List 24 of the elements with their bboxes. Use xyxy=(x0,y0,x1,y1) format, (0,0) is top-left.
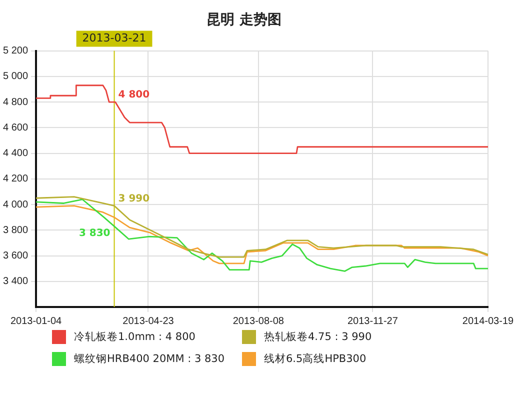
y-tick-label: 4 600 xyxy=(2,122,28,134)
annotation: 3 990 xyxy=(118,193,150,204)
x-tick-label: 2013-01-04 xyxy=(10,316,62,327)
y-tick-label: 5 000 xyxy=(2,71,28,82)
y-tick-label: 3 800 xyxy=(2,224,28,236)
annotation: 4 800 xyxy=(118,90,150,101)
y-tick-label: 4 200 xyxy=(2,174,28,185)
legend-label: 冷轧板卷1.0mm : 4 800 xyxy=(74,330,196,344)
x-tick-label: 2013-11-27 xyxy=(347,316,398,327)
legend-label: 线材6.5高线HPB300 xyxy=(264,352,366,366)
legend-label: 热轧板卷4.75 : 3 990 xyxy=(264,330,372,344)
ref-line-label: 2013-03-21 xyxy=(82,32,146,45)
legend-label: 螺纹钢HRB400 20MM : 3 830 xyxy=(74,352,225,366)
x-tick-label: 2013-04-23 xyxy=(122,316,174,327)
y-tick-label: 4 000 xyxy=(2,199,28,210)
y-tick-label: 4 800 xyxy=(2,96,28,108)
annotation: 3 830 xyxy=(78,228,110,239)
chart-title: 昆明 走势图 xyxy=(206,12,282,28)
y-tick-label: 5 200 xyxy=(2,46,28,57)
y-tick-label: 3 600 xyxy=(2,250,28,262)
y-tick-label: 4 400 xyxy=(2,148,28,160)
x-tick-label: 2013-08-08 xyxy=(232,316,284,327)
x-tick-label: 2014-03-19 xyxy=(462,316,514,327)
y-tick-label: 3 400 xyxy=(2,276,28,288)
